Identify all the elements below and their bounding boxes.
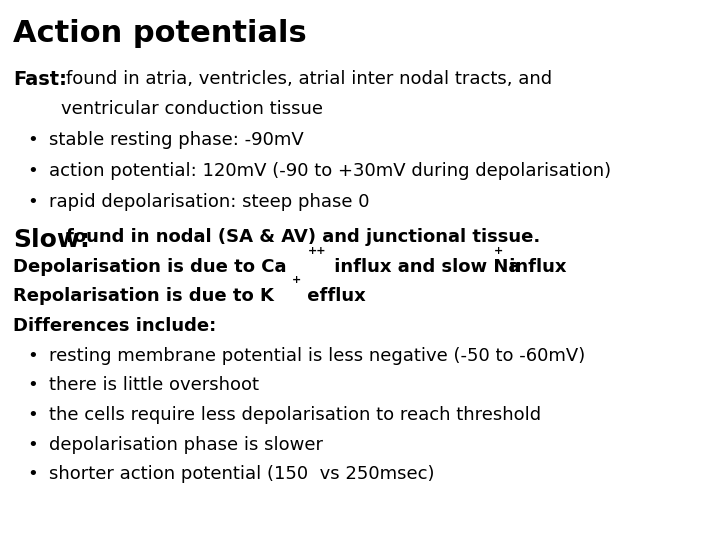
Text: influx and slow Na: influx and slow Na — [328, 258, 521, 275]
Text: found in nodal (SA & AV) and junctional tissue.: found in nodal (SA & AV) and junctional … — [66, 228, 541, 246]
Text: Fast:: Fast: — [13, 70, 67, 89]
Text: shorter action potential (150  vs 250msec): shorter action potential (150 vs 250msec… — [49, 465, 434, 483]
Text: +: + — [292, 275, 302, 286]
Text: found in atria, ventricles, atrial inter nodal tracts, and: found in atria, ventricles, atrial inter… — [66, 70, 552, 88]
Text: Repolarisation is due to K: Repolarisation is due to K — [13, 287, 274, 305]
Text: rapid depolarisation: steep phase 0: rapid depolarisation: steep phase 0 — [49, 193, 369, 211]
Text: •: • — [27, 193, 38, 211]
Text: Action potentials: Action potentials — [13, 19, 307, 48]
Text: •: • — [27, 436, 38, 454]
Text: ++: ++ — [308, 246, 327, 256]
Text: action potential: 120mV (-90 to +30mV during depolarisation): action potential: 120mV (-90 to +30mV du… — [49, 162, 611, 180]
Text: •: • — [27, 465, 38, 483]
Text: stable resting phase: -90mV: stable resting phase: -90mV — [49, 131, 304, 149]
Text: Slow:: Slow: — [13, 228, 90, 252]
Text: ventricular conduction tissue: ventricular conduction tissue — [61, 100, 323, 118]
Text: •: • — [27, 131, 38, 149]
Text: •: • — [27, 347, 38, 364]
Text: •: • — [27, 162, 38, 180]
Text: resting membrane potential is less negative (-50 to -60mV): resting membrane potential is less negat… — [49, 347, 585, 364]
Text: •: • — [27, 406, 38, 424]
Text: Differences include:: Differences include: — [13, 317, 216, 335]
Text: influx: influx — [503, 258, 566, 275]
Text: efflux: efflux — [301, 287, 366, 305]
Text: +: + — [494, 246, 503, 256]
Text: •: • — [27, 376, 38, 394]
Text: the cells require less depolarisation to reach threshold: the cells require less depolarisation to… — [49, 406, 541, 424]
Text: there is little overshoot: there is little overshoot — [49, 376, 259, 394]
Text: depolarisation phase is slower: depolarisation phase is slower — [49, 436, 323, 454]
Text: Depolarisation is due to Ca: Depolarisation is due to Ca — [13, 258, 287, 275]
